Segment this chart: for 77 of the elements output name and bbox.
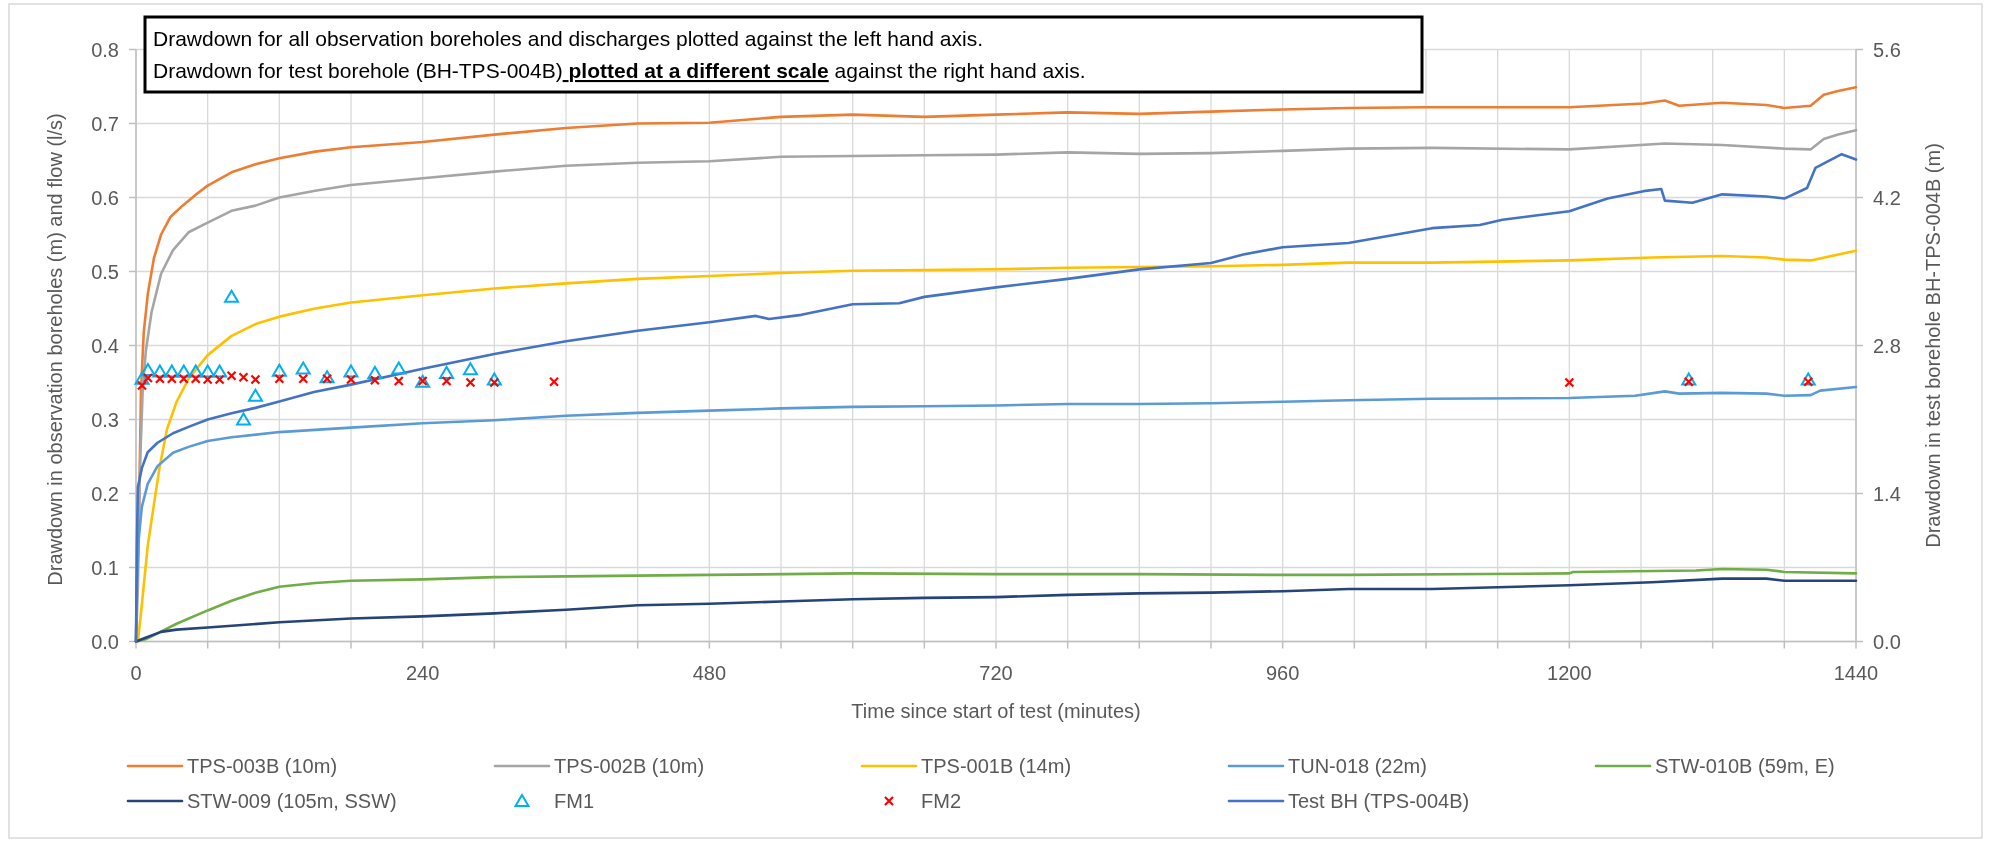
x-tick-label: 1200 bbox=[1547, 661, 1592, 684]
point bbox=[462, 362, 478, 376]
point bbox=[212, 364, 228, 378]
point bbox=[134, 371, 150, 385]
point bbox=[226, 370, 237, 381]
x-axis-title: Time since start of test (minutes) bbox=[851, 700, 1141, 722]
point bbox=[441, 375, 452, 387]
point bbox=[166, 373, 177, 384]
point bbox=[439, 365, 455, 379]
point bbox=[202, 374, 213, 385]
point bbox=[1681, 372, 1697, 386]
point bbox=[152, 364, 168, 378]
point bbox=[345, 374, 357, 385]
x-tick-label: 960 bbox=[1265, 661, 1300, 684]
y-axis-title: Drawdown in observation boreholes (m) and flow (l/s) bbox=[44, 113, 66, 586]
point bbox=[1800, 372, 1816, 386]
legend-label: STW-010B (59m, E) bbox=[1655, 755, 1835, 777]
y-tick-label: 0.7 bbox=[91, 112, 119, 135]
x-tick-label: 720 bbox=[979, 661, 1013, 684]
point bbox=[486, 372, 502, 386]
y2-axis-title: Drawdown in test borehole BH-TPS-004B (m) bbox=[1922, 143, 1944, 548]
annotation: Drawdown for all observation boreholes and discharges plotted against the left hand axis. bbox=[153, 27, 984, 50]
y2-tick-label: 0.0 bbox=[1873, 630, 1901, 653]
x-tick-label: 1440 bbox=[1833, 661, 1879, 684]
point bbox=[236, 412, 251, 426]
point bbox=[250, 374, 261, 385]
point bbox=[393, 375, 404, 387]
point bbox=[164, 364, 180, 378]
point bbox=[391, 361, 407, 375]
legend-label: FM2 bbox=[921, 790, 961, 812]
y-tick-label: 0.6 bbox=[91, 186, 119, 209]
point bbox=[298, 373, 309, 384]
point bbox=[465, 377, 476, 388]
point bbox=[1564, 377, 1575, 388]
legend-label: TPS-001B (14m) bbox=[921, 755, 1072, 777]
point bbox=[188, 364, 204, 378]
y2-tick-label: 5.6 bbox=[1873, 38, 1901, 61]
annotation: against the right hand axis. bbox=[834, 59, 1086, 82]
legend-label: TUN-018 (22m) bbox=[1288, 755, 1427, 777]
legend-label: STW-009 (105m, SSW) bbox=[187, 790, 397, 812]
point bbox=[136, 380, 148, 391]
point bbox=[176, 364, 192, 378]
point bbox=[343, 364, 359, 378]
annotation: plotted at a different scale bbox=[568, 59, 829, 82]
point bbox=[140, 362, 156, 376]
y-tick-label: 0.0 bbox=[91, 630, 119, 653]
point bbox=[367, 365, 383, 379]
point bbox=[247, 388, 263, 402]
x-tick-label: 480 bbox=[692, 661, 727, 684]
point bbox=[214, 374, 225, 385]
point bbox=[190, 373, 201, 384]
y-tick-label: 0.3 bbox=[91, 408, 119, 431]
point bbox=[548, 376, 560, 387]
x-tick-label: 240 bbox=[405, 661, 440, 684]
legend-label: Test BH (TPS-004B) bbox=[1288, 790, 1470, 812]
legend-label: TPS-003B (10m) bbox=[187, 755, 338, 777]
point bbox=[271, 363, 287, 377]
x-tick-label: 0 bbox=[130, 661, 142, 684]
legend-label: TPS-002B (10m) bbox=[554, 755, 705, 777]
legend-label: FM1 bbox=[554, 790, 594, 812]
y-tick-label: 0.5 bbox=[91, 260, 119, 283]
y-tick-label: 0.4 bbox=[91, 334, 119, 357]
y-tick-label: 0.2 bbox=[91, 482, 119, 505]
y2-tick-label: 2.8 bbox=[1873, 334, 1901, 357]
point bbox=[178, 373, 189, 384]
point bbox=[274, 373, 285, 384]
point bbox=[200, 364, 216, 378]
y-tick-label: 0.8 bbox=[91, 38, 119, 61]
point bbox=[154, 373, 165, 384]
point bbox=[369, 375, 380, 386]
y2-tick-label: 1.4 bbox=[1873, 482, 1901, 505]
annotation: Drawdown for test borehole (BH-TPS-004B) bbox=[153, 59, 563, 82]
y-tick-label: 0.1 bbox=[91, 556, 119, 579]
point bbox=[238, 372, 249, 383]
point bbox=[295, 361, 311, 375]
y2-tick-label: 4.2 bbox=[1873, 186, 1901, 209]
point bbox=[224, 289, 240, 303]
